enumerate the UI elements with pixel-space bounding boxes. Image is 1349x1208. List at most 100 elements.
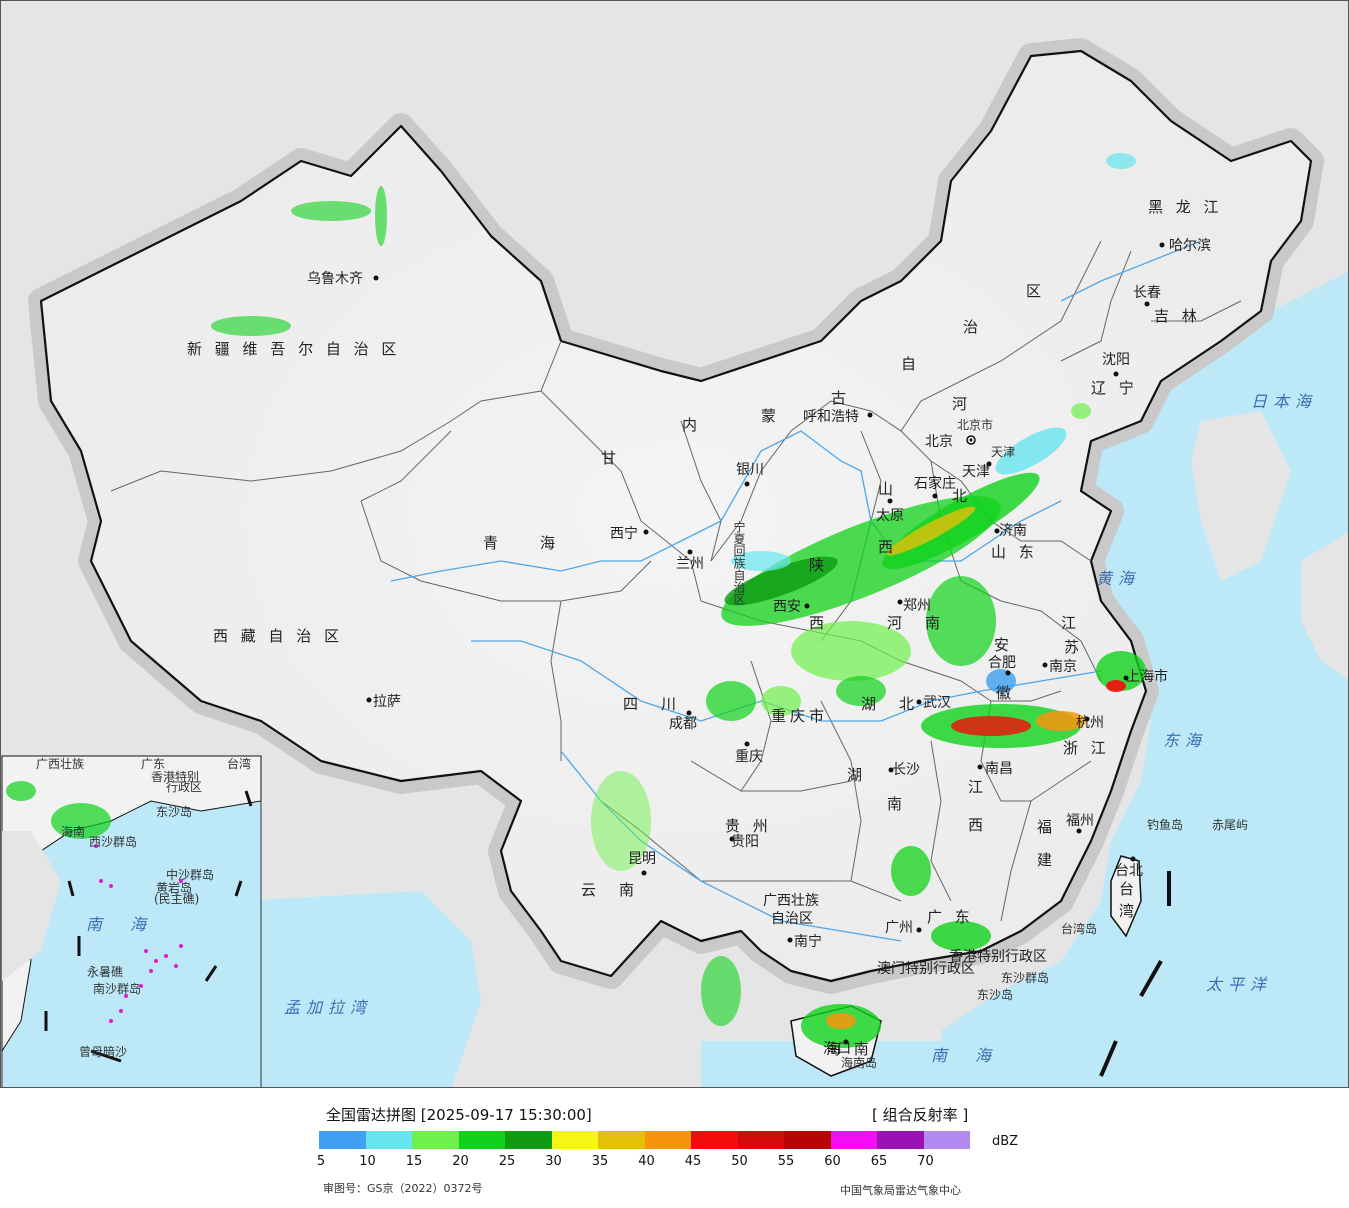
city-nanning: 南宁 <box>794 933 822 950</box>
legend-tick-label: 30 <box>545 1154 562 1169</box>
inset-hainan: 海南 <box>61 824 85 839</box>
label-shaanxi-1: 陕 <box>809 556 828 574</box>
legend-tick-label: 40 <box>638 1154 655 1169</box>
inset-xisha: 西沙群岛 <box>89 834 137 849</box>
label-hainan: 海 南 <box>826 1040 873 1058</box>
legend-swatch <box>458 1131 505 1149</box>
label-shanxi-1: 山 <box>878 480 897 498</box>
label-macau: 澳门特别行政区 <box>877 961 975 977</box>
label-beijing-shi: 北京市 <box>957 417 993 432</box>
city-xian: 西安 <box>773 599 801 615</box>
label-taiwan-2: 湾 <box>1119 902 1138 920</box>
label-henan-2: 南 <box>925 614 944 632</box>
label-gansu: 甘 <box>601 449 620 467</box>
legend-unit: dBZ <box>992 1134 1019 1149</box>
legend-swatch <box>923 1131 970 1149</box>
label-jiangxi-1: 江 <box>968 778 987 796</box>
city-taipei: 台北 <box>1115 863 1143 879</box>
inset-dongsha: 东沙岛 <box>156 804 192 819</box>
label-anhui-1: 安 <box>994 636 1013 654</box>
label-fujian-1: 福 <box>1037 818 1056 836</box>
city-guangzhou: 广州 <box>885 920 913 936</box>
legend-panel: 全国雷达拼图 [2025-09-17 15:30:00] [ 组合反射率 ] 5… <box>0 1088 1349 1208</box>
inset-zhongsha: 中沙群岛 <box>166 867 214 882</box>
legend-swatch <box>598 1131 645 1149</box>
legend-tick-label: 10 <box>359 1154 376 1169</box>
label-neimenggu-3: 古 <box>831 389 850 407</box>
label-tianjin-shi: 天津 <box>991 445 1015 459</box>
sea-labels: 日本海 黄海 东海 南 海 太平洋 孟加拉湾 <box>284 392 1311 1065</box>
label-guizhou: 贵 州 <box>725 817 772 835</box>
city-hefei: 合肥 <box>988 655 1016 671</box>
label-shaanxi-2: 西 <box>809 614 828 632</box>
legend-title: 全国雷达拼图 [2025-09-17 15:30:00] <box>326 1106 592 1124</box>
island-taiwan: 台湾岛 <box>1061 921 1097 936</box>
legend-swatch <box>784 1131 831 1149</box>
label-ningxia: 宁夏回族自治区 <box>732 520 746 605</box>
legend-tick-label: 35 <box>591 1154 609 1169</box>
island-dongsha-dao: 东沙岛 <box>977 987 1013 1002</box>
inset-taiwan: 台湾 <box>227 756 251 771</box>
inset-guangxi: 广西壮族 <box>36 757 84 771</box>
province-labels: 新 疆 维 吾 尔 自 治 区 西 藏 自 治 区 青 海 甘 内 蒙 古 自 … <box>187 198 1219 1058</box>
legend-tick-label: 45 <box>684 1154 702 1169</box>
island-chiwei: 赤尾屿 <box>1212 818 1248 832</box>
label-jiangxi-2: 西 <box>968 816 987 834</box>
label-guangxi-2: 自治区 <box>771 911 813 927</box>
legend-tick-label: 20 <box>452 1154 469 1169</box>
inset-labels: 广西壮族 广东 台湾 香港特别 行政区 东沙岛 西沙群岛 中沙群岛 黄岩岛 (民… <box>36 756 251 1059</box>
label-sichuan: 四 川 <box>623 695 680 713</box>
city-wuhan: 武汉 <box>923 695 951 711</box>
indochina-land <box>521 941 701 1087</box>
inset-huangyan: 黄岩岛 <box>156 880 192 895</box>
city-chengdu: 成都 <box>669 716 697 732</box>
legend-tick-label: 65 <box>870 1154 888 1169</box>
legend-tick-label: 15 <box>405 1154 423 1169</box>
label-neimenggu-1: 内 <box>682 416 701 434</box>
label-hongkong: 香港特别行政区 <box>949 949 1047 965</box>
russia-land-ne <box>1181 1 1348 331</box>
city-changsha: 长沙 <box>892 762 920 778</box>
city-kunming: 昆明 <box>628 851 656 867</box>
inset-hongkong: 香港特别 <box>151 769 199 784</box>
maritime-boundaries <box>1099 871 1171 1077</box>
city-lhasa: 拉萨 <box>373 694 401 710</box>
city-taiyuan: 太原 <box>876 508 904 524</box>
label-taiwan-1: 台 <box>1119 880 1138 898</box>
label-xizang: 西 藏 自 治 区 <box>213 627 343 645</box>
city-xining: 西宁 <box>610 525 638 542</box>
sea-pacific: 太平洋 <box>1206 975 1272 994</box>
island-hainan-dao: 海南岛 <box>841 1055 877 1070</box>
legend-swatch <box>877 1131 924 1149</box>
japan-land <box>1301 532 1348 680</box>
city-nanchang: 南昌 <box>985 761 1013 777</box>
city-shijiazhuang: 石家庄 <box>914 475 956 492</box>
inset-nanhai: 南 海 <box>86 915 152 934</box>
label-neimenggu-6: 区 <box>1026 282 1045 300</box>
city-shenyang: 沈阳 <box>1102 352 1130 368</box>
inset-map <box>1 755 262 1087</box>
label-hunan-1: 湖 <box>847 766 866 784</box>
label-chongqing-shi: 重庆市 <box>771 707 828 725</box>
label-guangxi-1: 广西壮族 <box>763 893 819 909</box>
city-zhengzhou: 郑州 <box>903 598 931 614</box>
island-labels: 钓鱼岛 赤尾屿 台湾岛 东沙群岛 东沙岛 海南岛 <box>841 817 1248 1070</box>
label-liaoning: 辽 宁 <box>1091 379 1138 397</box>
island-dongsha-qundao: 东沙群岛 <box>1001 970 1049 985</box>
label-fujian-2: 建 <box>1037 851 1056 869</box>
label-qinghai: 青 海 <box>483 534 559 552</box>
legend-swatch <box>319 1131 366 1149</box>
taiwan-land <box>1110 855 1142 938</box>
sea-south: 南 海 <box>931 1046 997 1065</box>
label-henan-1: 河 <box>887 614 906 632</box>
legend-swatch <box>551 1131 598 1149</box>
legend-tick-label: 55 <box>777 1154 795 1169</box>
city-urumqi: 乌鲁木齐 <box>307 271 363 287</box>
legend-swatch <box>691 1131 738 1149</box>
label-jilin: 吉 林 <box>1154 307 1201 325</box>
label-zhejiang: 浙 江 <box>1063 739 1110 757</box>
label-neimenggu-4: 自 <box>901 355 920 373</box>
label-jiangsu-2: 苏 <box>1064 638 1083 656</box>
label-jiangsu-1: 江 <box>1061 614 1080 632</box>
bengal-sea-area <box>241 891 481 1087</box>
